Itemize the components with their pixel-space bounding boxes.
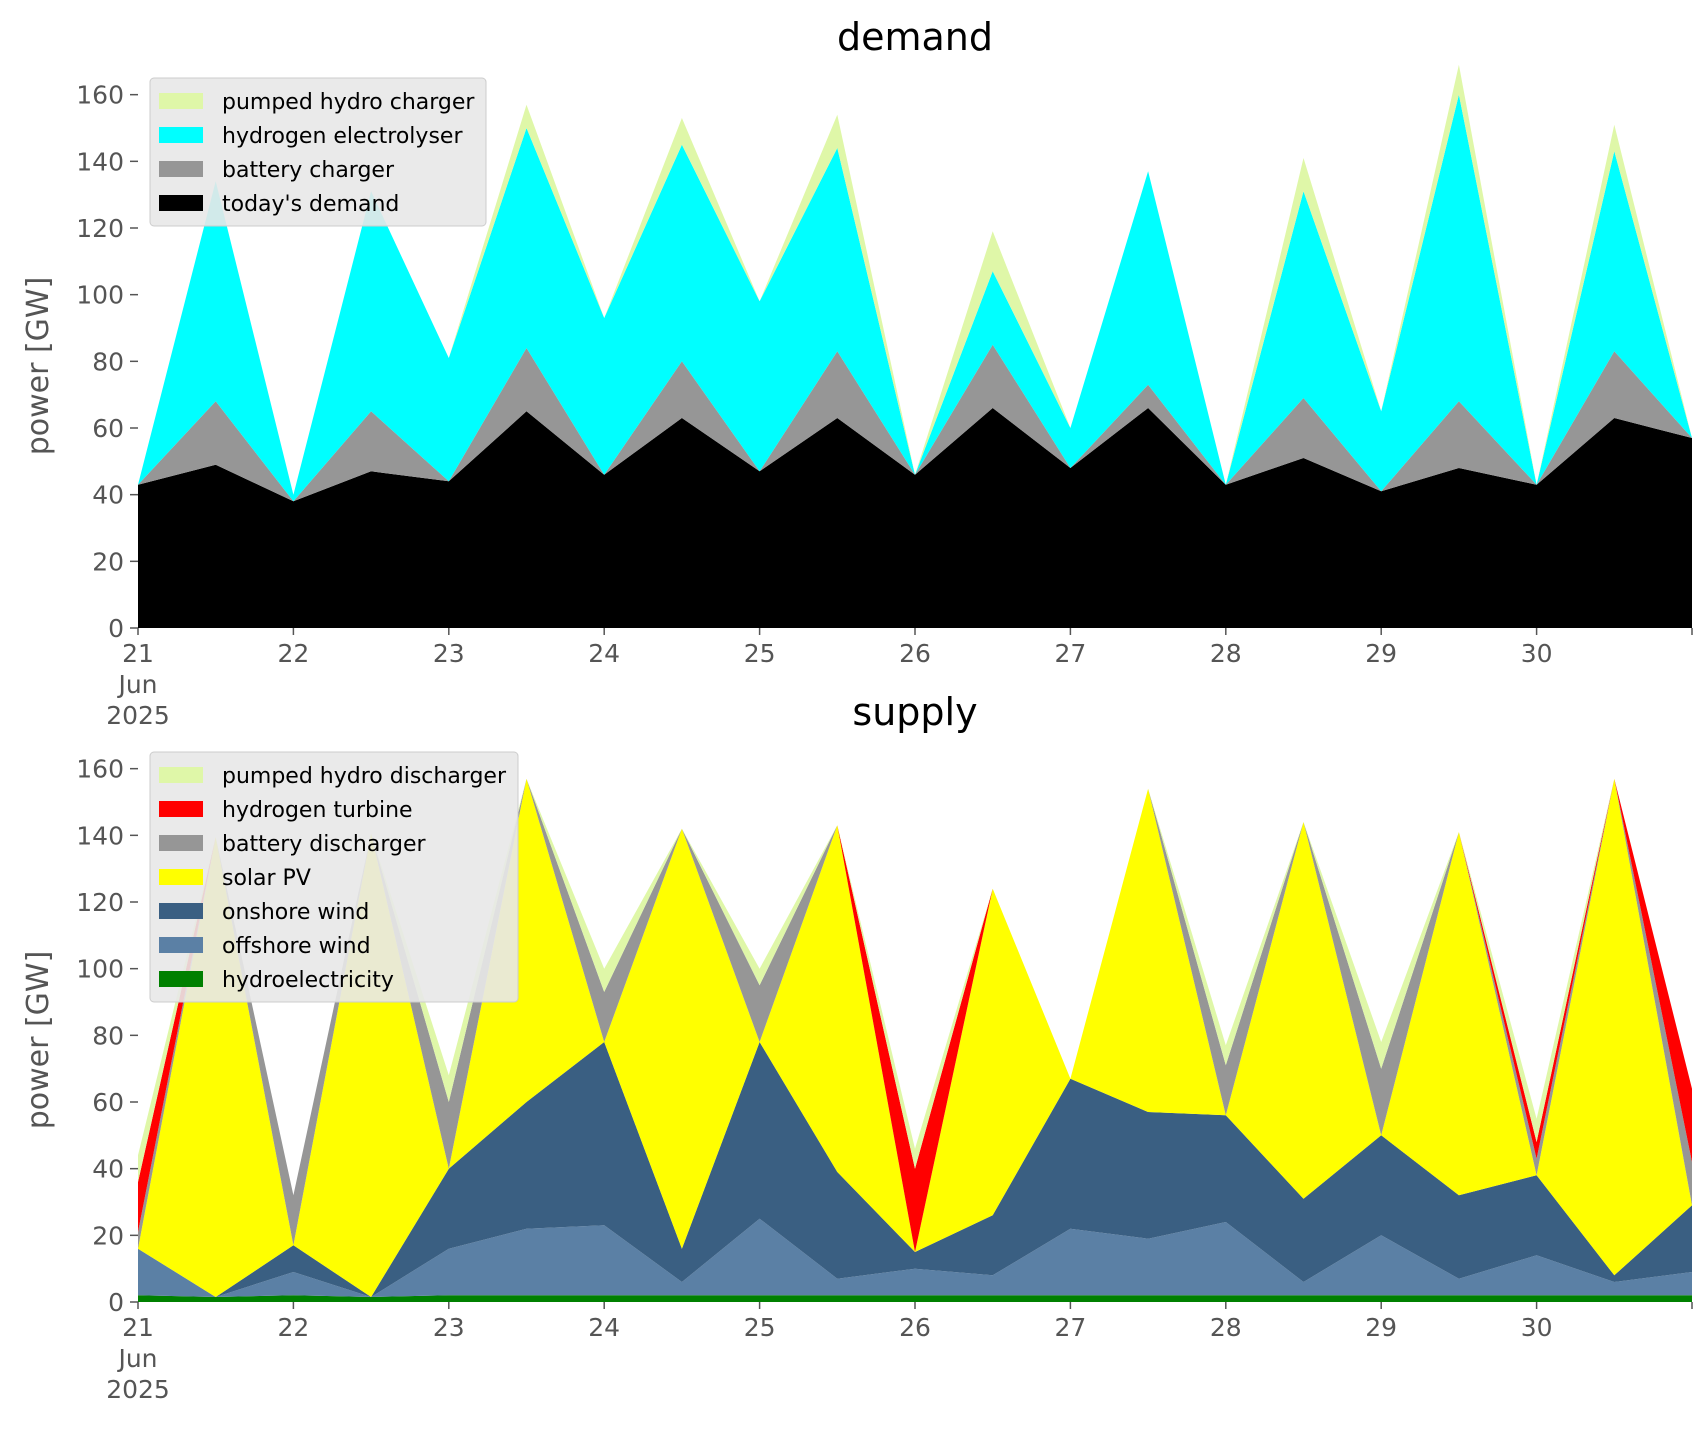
legend-swatch <box>159 903 203 919</box>
y-tick-label: 40 <box>92 1155 124 1184</box>
x-tick-label: 28 <box>1210 1313 1242 1342</box>
x-tick-label: 28 <box>1210 639 1242 668</box>
legend-label: pumped hydro discharger <box>222 764 507 789</box>
demand-y-ticks: 0 20 40 60 80 100 120 140 160 <box>76 81 138 643</box>
legend-label: solar PV <box>222 866 311 891</box>
x-tick-label: 21 <box>122 1313 154 1342</box>
x-tick-label: 23 <box>433 1313 465 1342</box>
y-tick-label: 100 <box>76 281 124 310</box>
legend-swatch <box>159 971 203 987</box>
x-tick-label: 24 <box>588 1313 620 1342</box>
area-solar-pv <box>138 778 1692 1297</box>
x-tick-label: 29 <box>1365 639 1397 668</box>
x-tick-label: 27 <box>1054 1313 1086 1342</box>
legend-swatch <box>159 195 203 211</box>
legend-swatch <box>159 835 203 851</box>
y-tick-label: 140 <box>76 821 124 850</box>
demand-legend: pumped hydro charger hydrogen electrolyse… <box>149 77 487 227</box>
legend-swatch <box>159 767 203 783</box>
legend-box <box>149 751 519 1003</box>
x-tick-label: 21 <box>122 639 154 668</box>
supply-y-ticks: 0 20 40 60 80 100 120 140 160 <box>76 755 138 1317</box>
y-tick-label: 160 <box>76 755 124 784</box>
area-offshore-wind <box>138 1218 1692 1297</box>
demand-y-axis-label: power [GW] <box>21 277 56 456</box>
legend-label: offshore wind <box>222 934 371 959</box>
y-tick-label: 120 <box>76 214 124 243</box>
legend-swatch <box>159 801 203 817</box>
legend-box <box>149 77 487 227</box>
y-tick-label: 60 <box>92 1088 124 1117</box>
y-tick-label: 40 <box>92 481 124 510</box>
legend-label: battery charger <box>222 158 395 183</box>
area-today-s-demand <box>138 408 1692 628</box>
x-tick-label: 25 <box>744 1313 776 1342</box>
y-tick-label: 80 <box>92 1021 124 1050</box>
x-tick-label: 26 <box>899 1313 931 1342</box>
supply-panel: supply power [GW] 020406080100120140160 … <box>21 690 1693 1404</box>
legend-label: pumped hydro charger <box>222 90 475 115</box>
y-tick-label: 120 <box>76 888 124 917</box>
area-pumped-hydro-charger <box>138 64 1692 495</box>
legend-label: hydrogen electrolyser <box>222 124 463 149</box>
legend-swatch <box>159 127 203 143</box>
x-tick-sublabel: Jun <box>116 670 157 699</box>
y-tick-label: 0 <box>108 1288 124 1317</box>
x-tick-sublabel: 2025 <box>106 701 170 730</box>
x-tick-label: 25 <box>744 639 776 668</box>
area-hydroelectricity <box>138 1295 1692 1302</box>
legend-label: onshore wind <box>222 900 369 925</box>
x-tick-label: 29 <box>1365 1313 1397 1342</box>
y-tick-label: 140 <box>76 147 124 176</box>
legend-label: battery discharger <box>222 832 427 857</box>
legend-swatch <box>159 937 203 953</box>
y-tick-label: 160 <box>76 81 124 110</box>
area-hydrogen-electrolyser <box>138 94 1692 502</box>
y-tick-label: 80 <box>92 347 124 376</box>
x-tick-label: 30 <box>1521 1313 1553 1342</box>
x-tick-sublabel: Jun <box>116 1344 157 1373</box>
x-tick-label: 30 <box>1521 639 1553 668</box>
legend-swatch <box>159 869 203 885</box>
x-tick-label: 22 <box>277 1313 309 1342</box>
legend-swatch <box>159 161 203 177</box>
legend-label: today's demand <box>222 192 399 217</box>
legend-label: hydroelectricity <box>222 968 394 993</box>
demand-areas <box>138 64 1692 628</box>
supply-areas <box>138 778 1692 1302</box>
x-tick-label: 24 <box>588 639 620 668</box>
demand-title: demand <box>837 15 993 59</box>
area-onshore-wind <box>138 1042 1692 1297</box>
x-tick-label: 26 <box>899 639 931 668</box>
x-tick-label: 27 <box>1054 639 1086 668</box>
x-tick-label: 22 <box>277 639 309 668</box>
x-tick-sublabel: 2025 <box>106 1375 170 1404</box>
y-tick-label: 20 <box>92 547 124 576</box>
y-tick-label: 0 <box>108 614 124 643</box>
y-tick-label: 20 <box>92 1221 124 1250</box>
y-tick-label: 100 <box>76 955 124 984</box>
legend-label: hydrogen turbine <box>222 798 413 823</box>
y-tick-label: 60 <box>92 414 124 443</box>
x-tick-label: 23 <box>433 639 465 668</box>
supply-title: supply <box>852 690 977 734</box>
demand-panel: demand power [GW] 020406080100120140160 … <box>21 15 1693 730</box>
legend-swatch <box>159 93 203 109</box>
supply-legend: pumped hydro discharger hydrogen turbine b… <box>149 751 519 1003</box>
area-battery-discharger <box>138 778 1692 1252</box>
area-battery-charger <box>138 344 1692 502</box>
supply-y-axis-label: power [GW] <box>21 951 56 1130</box>
